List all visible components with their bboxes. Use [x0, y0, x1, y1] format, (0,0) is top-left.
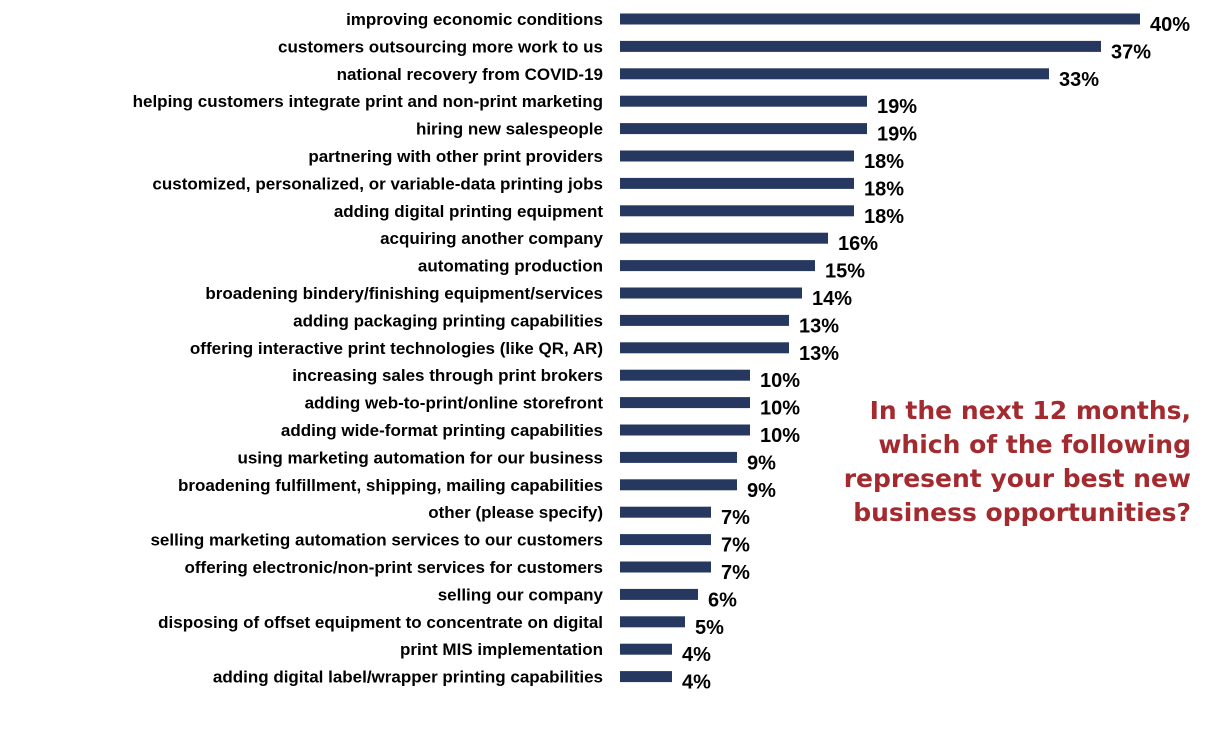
bar	[620, 177, 854, 189]
category-label: adding wide-format printing capabilities	[281, 421, 603, 440]
bar	[620, 150, 854, 162]
bar	[620, 123, 867, 135]
bar	[620, 506, 711, 518]
category-label: adding web-to-print/online storefront	[305, 394, 604, 413]
value-label: 4%	[682, 672, 711, 694]
value-label: 40%	[1150, 14, 1190, 36]
category-label: disposing of offset equipment to concent…	[158, 613, 603, 632]
value-label: 18%	[864, 206, 904, 228]
bar	[620, 13, 1140, 25]
bar	[620, 588, 698, 600]
value-label: 16%	[838, 233, 878, 255]
category-label: adding digital label/wrapper printing ca…	[213, 668, 603, 687]
category-label: offering interactive print technologies …	[190, 339, 603, 358]
category-label: acquiring another company	[380, 229, 603, 248]
category-label: customized, personalized, or variable-da…	[152, 174, 603, 193]
category-label: broadening bindery/finishing equipment/s…	[205, 284, 603, 303]
bar	[620, 68, 1049, 80]
bar	[620, 260, 815, 272]
bar	[620, 95, 867, 107]
bar	[620, 534, 711, 546]
value-label: 10%	[760, 398, 800, 420]
bar	[620, 205, 854, 217]
category-label: increasing sales through print brokers	[292, 366, 603, 385]
value-label: 13%	[799, 343, 839, 365]
bar	[620, 314, 789, 326]
category-label: adding packaging printing capabilities	[293, 311, 603, 330]
value-label: 5%	[695, 617, 724, 639]
survey-question: In the next 12 months, which of the foll…	[843, 396, 1191, 527]
bar	[620, 397, 750, 409]
value-label: 10%	[760, 370, 800, 392]
category-label: adding digital printing equipment	[334, 202, 603, 221]
value-label: 14%	[812, 288, 852, 310]
category-label: selling our company	[438, 585, 604, 604]
value-label: 7%	[721, 562, 750, 584]
value-label: 13%	[799, 315, 839, 337]
category-label: using marketing automation for our busin…	[237, 448, 603, 467]
category-label: automating production	[418, 257, 603, 276]
value-label: 19%	[877, 124, 917, 146]
value-label: 7%	[721, 507, 750, 529]
value-label: 4%	[682, 644, 711, 666]
bar	[620, 424, 750, 436]
bar	[620, 287, 802, 299]
category-label: national recovery from COVID-19	[337, 65, 603, 84]
category-label: helping customers integrate print and no…	[133, 92, 603, 111]
value-label: 6%	[708, 589, 737, 611]
category-label: offering electronic/non-print services f…	[185, 558, 603, 577]
value-label: 18%	[864, 178, 904, 200]
category-label: broadening fulfillment, shipping, mailin…	[178, 476, 603, 495]
value-label: 18%	[864, 151, 904, 173]
category-label: improving economic conditions	[346, 10, 603, 29]
value-label: 9%	[747, 452, 776, 474]
bar	[620, 616, 685, 628]
value-label: 10%	[760, 425, 800, 447]
bar	[620, 451, 737, 463]
category-label: selling marketing automation services to…	[150, 531, 603, 550]
bar	[620, 40, 1101, 52]
bar	[620, 342, 789, 354]
bar	[620, 479, 737, 491]
category-label: partnering with other print providers	[308, 147, 603, 166]
value-label: 9%	[747, 480, 776, 502]
category-label: hiring new salespeople	[416, 120, 603, 139]
bar	[620, 232, 828, 244]
value-label: 33%	[1059, 69, 1099, 91]
category-label: print MIS implementation	[400, 640, 603, 659]
value-label: 37%	[1111, 41, 1151, 63]
category-label: customers outsourcing more work to us	[278, 37, 603, 56]
category-label: other (please specify)	[428, 503, 603, 522]
bar	[620, 369, 750, 381]
value-label: 19%	[877, 96, 917, 118]
value-label: 7%	[721, 535, 750, 557]
bar	[620, 561, 711, 573]
value-label: 15%	[825, 261, 865, 283]
bar	[620, 643, 672, 655]
bar	[620, 671, 672, 683]
